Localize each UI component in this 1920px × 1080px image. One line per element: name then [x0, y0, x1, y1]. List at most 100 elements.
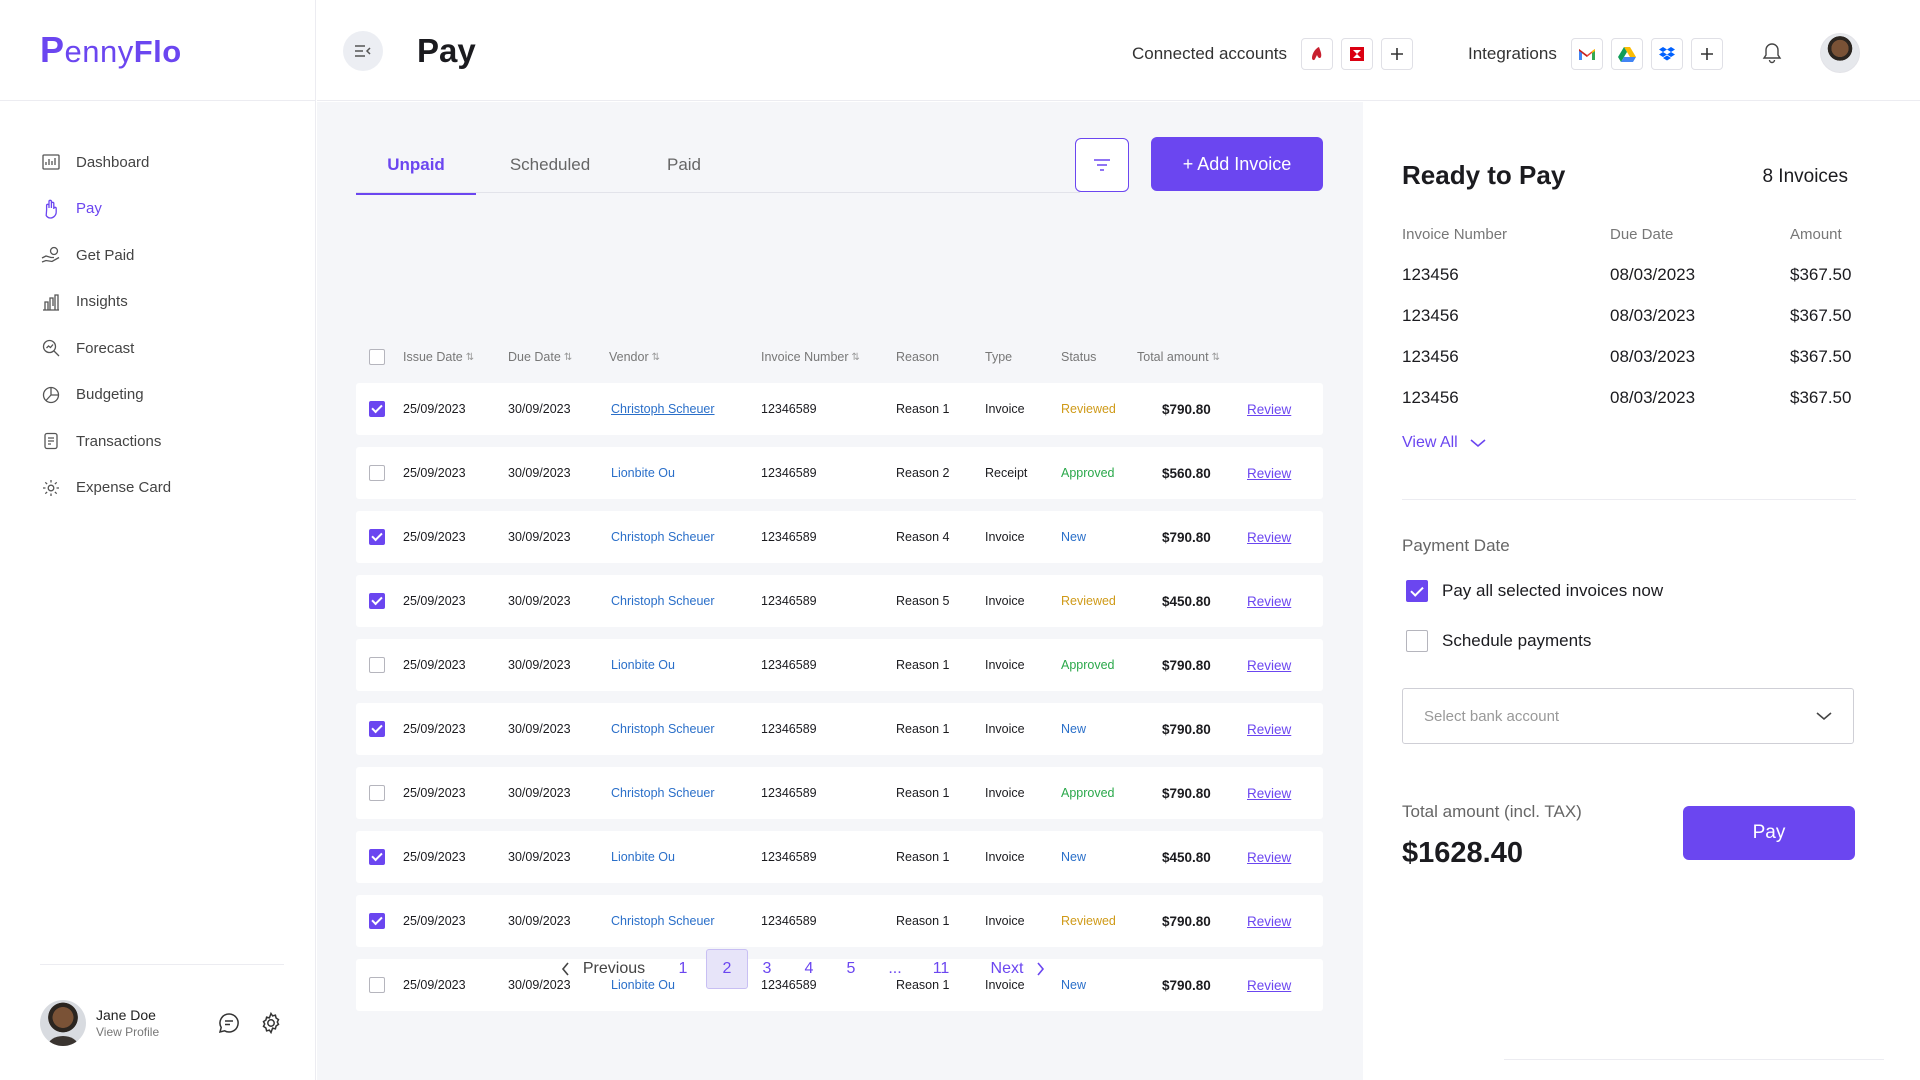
row-checkbox[interactable] — [369, 657, 385, 673]
cell-status: New — [1061, 530, 1087, 544]
table-row[interactable]: 25/09/2023 30/09/2023 Christoph Scheuer 123… — [356, 383, 1323, 435]
row-checkbox[interactable] — [369, 721, 385, 737]
review-link[interactable]: Review — [1247, 593, 1292, 609]
table-row[interactable]: 25/09/2023 30/09/2023 Lionbite Ou 12346589 R… — [356, 831, 1323, 883]
page-3-button[interactable]: 3 — [762, 960, 772, 977]
schedule-payments-option[interactable]: Schedule payments — [1406, 630, 1591, 652]
tab-scheduled[interactable]: Scheduled — [509, 155, 591, 174]
add-integration-plus-icon[interactable] — [1690, 38, 1723, 70]
table-row[interactable]: 25/09/2023 30/09/2023 Christoph Scheuer 123… — [356, 703, 1323, 755]
add-account-plus-icon[interactable] — [1381, 38, 1413, 70]
sidebar-item-expense-card[interactable]: Expense Card — [40, 465, 315, 512]
notification-bell-icon[interactable] — [1762, 42, 1782, 69]
rtp-number: 123456 — [1402, 265, 1459, 284]
tab-paid[interactable]: Paid — [666, 155, 702, 174]
pay-button[interactable]: Pay — [1683, 806, 1855, 860]
row-checkbox[interactable] — [369, 401, 385, 417]
table-row[interactable]: 25/09/2023 30/09/2023 Christoph Scheuer 123… — [356, 767, 1323, 819]
review-link[interactable]: Review — [1247, 401, 1292, 417]
rtp-col-invoice-number: Invoice Number — [1402, 226, 1508, 243]
cell-type: Invoice — [985, 978, 1025, 992]
sidebar-item-forecast[interactable]: Forecast — [40, 325, 315, 372]
sidebar-item-transactions[interactable]: Transactions — [40, 418, 315, 465]
review-link[interactable]: Review — [1247, 721, 1292, 737]
table-row[interactable]: 25/09/2023 30/09/2023 Christoph Scheuer 123… — [356, 575, 1323, 627]
bank-account-select[interactable]: Select bank account — [1402, 688, 1854, 744]
review-link[interactable]: Review — [1247, 657, 1292, 673]
cell-vendor[interactable]: Christoph Scheuer — [611, 914, 715, 928]
gmail-icon[interactable] — [1570, 38, 1603, 70]
avatar[interactable] — [40, 999, 86, 1046]
pay-now-option[interactable]: Pay all selected invoices now — [1406, 580, 1663, 602]
cell-issue: 25/09/2023 — [403, 850, 466, 864]
sidebar-item-get-paid[interactable]: Get Paid — [40, 232, 315, 279]
row-checkbox[interactable] — [369, 529, 385, 545]
row-checkbox[interactable] — [369, 465, 385, 481]
next-page-button[interactable]: Next — [983, 949, 1053, 989]
cell-vendor[interactable]: Christoph Scheuer — [611, 594, 715, 608]
settings-gear-icon[interactable] — [258, 1010, 284, 1036]
pennyflo-logo[interactable]: PennyFlo — [40, 29, 182, 70]
page-1-button[interactable]: 1 — [678, 960, 688, 977]
page-ellipsis: ... — [888, 960, 902, 977]
col-invoice-number[interactable]: Invoice Number ⇅ — [761, 350, 860, 364]
row-checkbox[interactable] — [369, 913, 385, 929]
cell-vendor[interactable]: Lionbite Ou — [611, 978, 675, 992]
review-link[interactable]: Review — [1247, 465, 1292, 481]
page-11-button[interactable]: 11 — [932, 960, 950, 977]
rtp-due: 08/03/2023 — [1610, 265, 1696, 284]
review-link[interactable]: Review — [1247, 913, 1292, 929]
table-row[interactable]: 25/09/2023 30/09/2023 Lionbite Ou 12346589 R… — [356, 447, 1323, 499]
cell-vendor[interactable]: Christoph Scheuer — [611, 402, 715, 416]
row-checkbox[interactable] — [369, 785, 385, 801]
view-all-button[interactable]: View All — [1402, 434, 1486, 452]
row-checkbox[interactable] — [369, 849, 385, 865]
sidebar-item-dashboard[interactable]: Dashboard — [40, 139, 315, 186]
review-link[interactable]: Review — [1247, 849, 1292, 865]
cell-vendor[interactable]: Christoph Scheuer — [611, 530, 715, 544]
sidebar-item-budgeting[interactable]: Budgeting — [40, 372, 315, 419]
cell-type: Invoice — [985, 658, 1025, 672]
rtp-number: 123456 — [1402, 347, 1459, 366]
col-due-date[interactable]: Due Date ⇅ — [508, 350, 573, 364]
page-2-button[interactable]: 2 — [706, 949, 748, 989]
sidebar-item-pay[interactable]: Pay — [40, 186, 315, 233]
profile-text[interactable]: Jane Doe View Profile — [96, 1007, 200, 1039]
table-row[interactable]: 25/09/2023 30/09/2023 Lionbite Ou 12346589 R… — [356, 639, 1323, 691]
cell-vendor[interactable]: Lionbite Ou — [611, 850, 675, 864]
cell-vendor[interactable]: Christoph Scheuer — [611, 786, 715, 800]
add-invoice-button[interactable]: + Add Invoice — [1151, 137, 1323, 191]
view-profile-link[interactable]: View Profile — [96, 1024, 160, 1039]
chat-icon[interactable] — [216, 1010, 242, 1036]
cell-vendor[interactable]: Christoph Scheuer — [611, 722, 715, 736]
filter-button[interactable] — [1075, 138, 1129, 192]
cell-vendor[interactable]: Lionbite Ou — [611, 658, 675, 672]
col-total-amount[interactable]: Total amount ⇅ — [1137, 350, 1220, 364]
cell-reason: Reason 1 — [896, 850, 950, 864]
collapse-menu-button[interactable] — [343, 31, 383, 71]
review-link[interactable]: Review — [1247, 529, 1292, 545]
bank-account-1-icon[interactable] — [1301, 38, 1333, 70]
previous-page-button[interactable]: Previous — [553, 949, 653, 989]
col-issue-date[interactable]: Issue Date ⇅ — [403, 350, 475, 364]
review-link[interactable]: Review — [1247, 977, 1292, 993]
col-vendor[interactable]: Vendor ⇅ — [609, 350, 661, 364]
page-4-button[interactable]: 4 — [804, 960, 814, 977]
table-row[interactable]: 25/09/2023 30/09/2023 Lionbite Ou 12346589 R… — [356, 959, 1323, 1011]
header-avatar[interactable] — [1820, 33, 1860, 73]
schedule-payments-checkbox[interactable] — [1406, 630, 1428, 652]
row-checkbox[interactable] — [369, 593, 385, 609]
select-all-checkbox[interactable] — [369, 349, 385, 365]
pay-now-checkbox[interactable] — [1406, 580, 1428, 602]
sidebar-item-insights[interactable]: Insights — [40, 279, 315, 326]
bank-account-2-icon[interactable] — [1341, 38, 1373, 70]
table-row[interactable]: 25/09/2023 30/09/2023 Christoph Scheuer 123… — [356, 511, 1323, 563]
review-link[interactable]: Review — [1247, 785, 1292, 801]
cell-vendor[interactable]: Lionbite Ou — [611, 466, 675, 480]
tab-unpaid[interactable]: Unpaid — [356, 142, 476, 195]
page-5-button[interactable]: 5 — [846, 960, 856, 977]
google-drive-icon[interactable] — [1610, 38, 1643, 70]
table-row[interactable]: 25/09/2023 30/09/2023 Christoph Scheuer 123… — [356, 895, 1323, 947]
row-checkbox[interactable] — [369, 977, 385, 993]
dropbox-icon[interactable] — [1650, 38, 1683, 70]
